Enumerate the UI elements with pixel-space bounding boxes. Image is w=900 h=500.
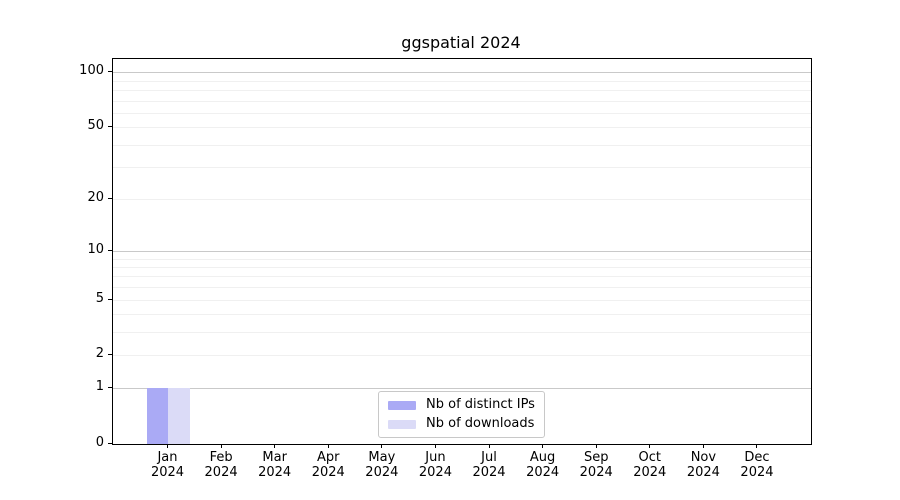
x-tick-label: Dec 2024 [740, 450, 774, 480]
minor-gridline [113, 80, 811, 82]
legend: Nb of distinct IPs Nb of downloads [378, 391, 545, 438]
x-axis-tick [381, 444, 383, 448]
y-axis-tick [108, 387, 112, 389]
x-axis-tick [649, 444, 651, 448]
y-axis-tick [108, 197, 112, 199]
bar [168, 388, 190, 444]
minor-gridline [113, 287, 811, 289]
minor-gridline [113, 198, 811, 200]
x-axis-tick [488, 444, 490, 448]
y-tick-label: 50 [87, 118, 104, 134]
legend-swatch [388, 419, 416, 429]
y-tick-label: 2 [95, 346, 104, 362]
x-tick-label: Sep 2024 [579, 450, 613, 480]
major-gridline [113, 388, 811, 390]
minor-gridline [113, 144, 811, 146]
bar [146, 388, 169, 444]
minor-gridline [113, 258, 811, 260]
minor-gridline [113, 167, 811, 169]
y-tick-label: 20 [87, 189, 104, 205]
y-tick-label: 0 [95, 435, 104, 450]
minor-gridline [113, 332, 811, 334]
x-tick-label: Oct 2024 [633, 450, 667, 480]
y-axis-tick [108, 249, 112, 251]
minor-gridline [113, 112, 811, 114]
y-tick-label: 1 [95, 379, 104, 395]
legend-swatch [388, 400, 416, 410]
y-axis-tick [108, 443, 112, 444]
y-tick-label: 5 [95, 290, 104, 306]
x-axis-tick [220, 444, 222, 448]
x-axis-tick [595, 444, 597, 448]
x-axis-tick [274, 444, 276, 448]
x-tick-label: Aug 2024 [526, 450, 560, 480]
chart-title: ggspatial 2024 [401, 33, 521, 52]
y-axis-tick [108, 354, 112, 356]
y-tick-label: 10 [87, 241, 104, 257]
x-axis-tick [434, 444, 436, 448]
minor-gridline [113, 89, 811, 91]
minor-gridline [113, 314, 811, 316]
plot-area [112, 58, 812, 445]
legend-item: Nb of downloads [388, 417, 535, 431]
minor-gridline [113, 299, 811, 301]
y-axis-tick [108, 126, 112, 128]
x-tick-label: Nov 2024 [686, 450, 720, 480]
x-tick-label: Jun 2024 [418, 450, 452, 480]
legend-label: Nb of distinct IPs [426, 397, 535, 412]
x-tick-label: Jan 2024 [150, 450, 185, 480]
x-axis-tick [327, 444, 329, 448]
major-gridline [113, 250, 811, 252]
y-axis-tick [108, 298, 112, 300]
minor-gridline [113, 127, 811, 129]
minor-gridline [113, 266, 811, 268]
x-tick-label: May 2024 [365, 450, 399, 480]
x-axis-tick [702, 444, 704, 448]
x-tick-label: Feb 2024 [204, 450, 238, 480]
y-tick-label: 100 [79, 63, 104, 79]
x-axis-tick [166, 444, 168, 448]
x-axis-tick [756, 444, 758, 448]
legend-item: Nb of distinct IPs [388, 398, 535, 412]
x-tick-label: Apr 2024 [311, 450, 345, 480]
legend-label: Nb of downloads [426, 416, 535, 431]
minor-gridline [113, 276, 811, 278]
x-tick-label: Jul 2024 [472, 450, 506, 480]
minor-gridline [113, 100, 811, 102]
x-axis-tick [542, 444, 544, 448]
minor-gridline [113, 355, 811, 357]
major-gridline [113, 72, 811, 74]
x-tick-label: Mar 2024 [258, 450, 292, 480]
y-axis-tick [108, 71, 112, 73]
